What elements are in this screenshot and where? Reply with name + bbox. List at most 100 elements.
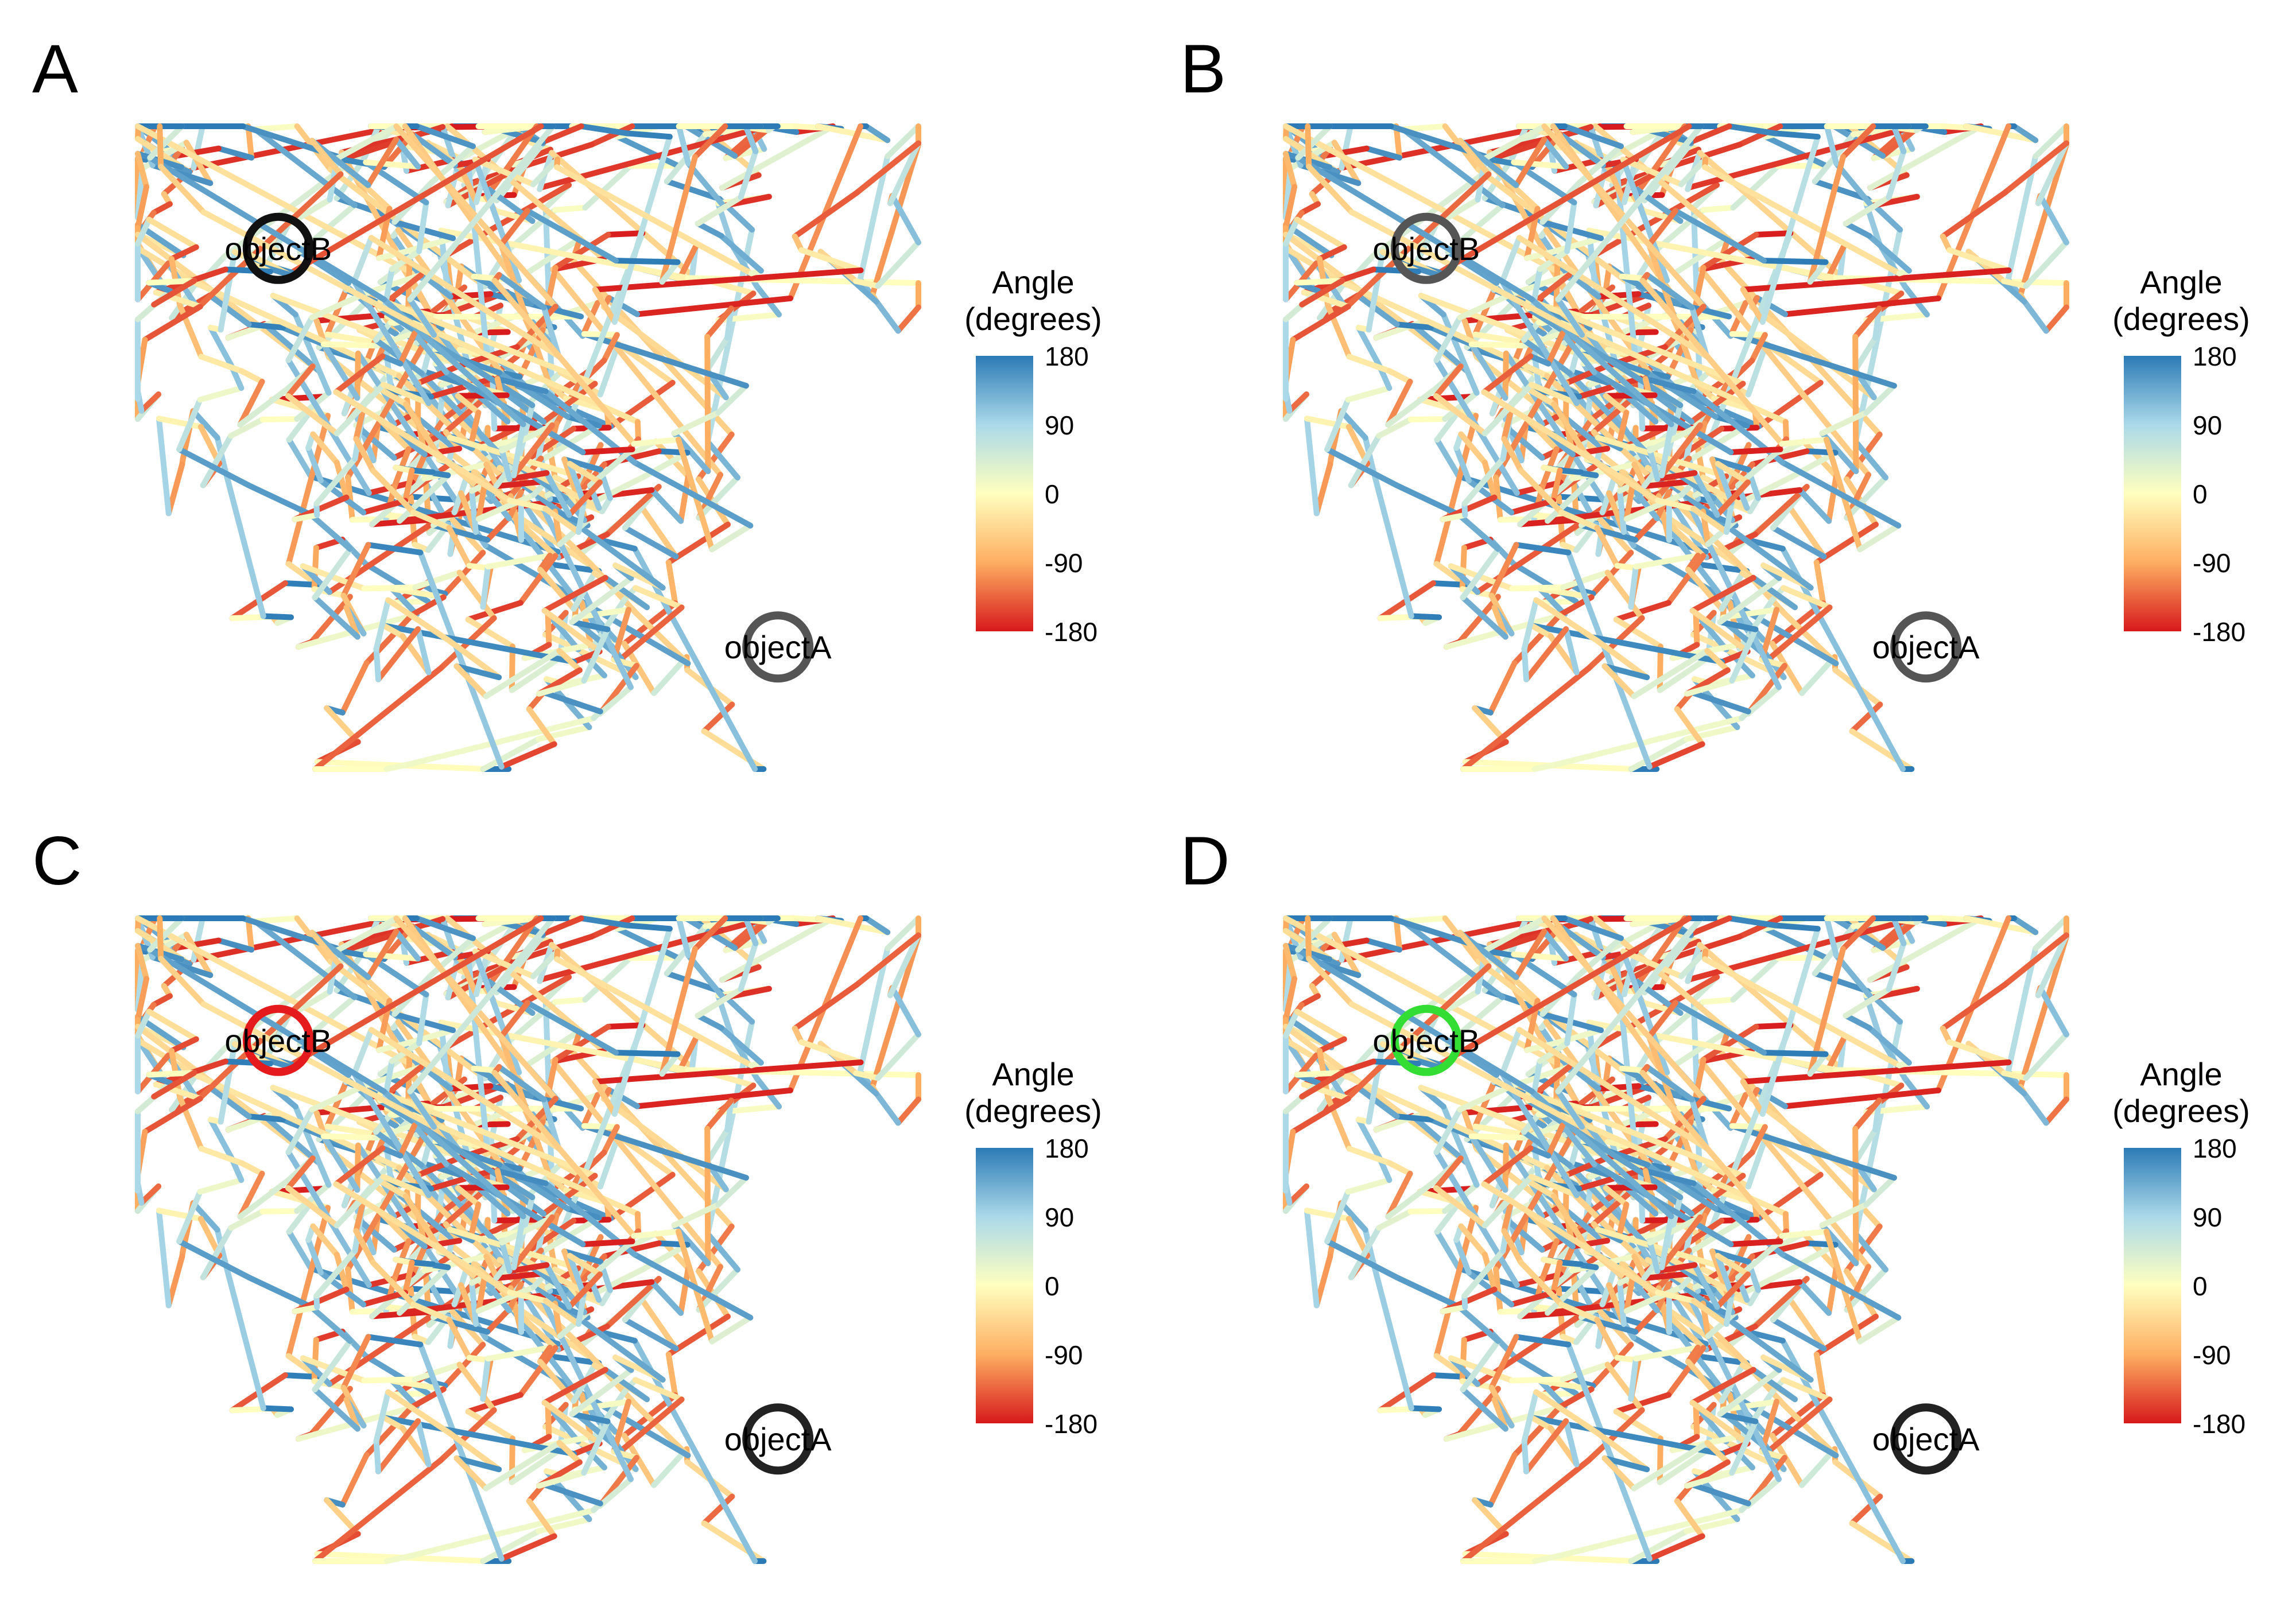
trajectory-segment [1509, 1376, 1566, 1384]
trajectory-segment [540, 123, 584, 145]
trajectory-segment [487, 1083, 584, 1112]
trajectory-segment [1824, 243, 1847, 282]
trajectory-segment [1654, 470, 1698, 482]
trajectory-segment [294, 390, 332, 422]
trajectory-segment [695, 220, 724, 239]
trajectory-segment [1521, 646, 1529, 682]
trajectory-segment [1299, 278, 1345, 308]
trajectory-segment [1304, 1208, 1320, 1309]
trajectory-segment [221, 1256, 266, 1411]
trajectory-segment [1702, 164, 1902, 277]
trajectory-segment [638, 1295, 679, 1352]
trajectory-segment [506, 470, 550, 482]
trajectory-segment [285, 1107, 315, 1155]
trajectory-segment [1529, 623, 1554, 639]
trajectory-segment [498, 1000, 530, 1040]
trajectory-segment [1772, 922, 1821, 932]
trajectory-segment [292, 312, 332, 396]
trajectory-segment [197, 1177, 245, 1195]
trajectory-segment [1545, 1122, 1566, 1159]
trajectory-segment [443, 369, 586, 455]
trajectory-segment [380, 382, 432, 406]
trajectory-segment [1537, 586, 1568, 618]
trajectory-segment [1488, 542, 1519, 599]
trajectory-segment [696, 432, 735, 482]
panel-letter: A [32, 30, 79, 107]
trajectory-segment [1692, 470, 1720, 518]
trajectory-segment [1740, 286, 1766, 325]
trajectory-segment [704, 1127, 731, 1165]
trajectory-segment [246, 482, 314, 518]
trajectory-segment [1759, 134, 1821, 325]
trajectory-segment [854, 932, 921, 988]
trajectory-segment [604, 484, 662, 538]
trajectory-segment [1723, 499, 1735, 535]
trajectory-segment [1286, 391, 1310, 414]
trajectory-segment [2002, 140, 2069, 196]
trajectory-segment [1548, 1027, 1604, 1047]
trajectory-segment [1690, 506, 1729, 535]
trajectory-segment [517, 1345, 559, 1398]
trajectory-segment [165, 1253, 185, 1309]
trajectory-segment [1762, 926, 1829, 961]
trajectory-segment [1779, 1251, 1902, 1321]
trajectory-segment [1513, 928, 1548, 980]
trajectory-segment [340, 1334, 371, 1391]
trajectory-segment [412, 569, 463, 591]
trajectory-segment [1689, 1096, 1710, 1151]
trajectory-segment [1493, 474, 1503, 523]
trajectory-segment [1472, 331, 1526, 346]
trajectory-segment [1826, 473, 1839, 524]
trajectory-segment [333, 389, 513, 503]
trajectory-segment [1499, 1027, 1522, 1077]
trajectory-segment [483, 1439, 563, 1492]
trajectory-segment [379, 353, 404, 367]
trajectory-segment [1786, 503, 1827, 560]
trajectory-segment [150, 201, 173, 216]
trajectory-segment [1414, 1013, 1440, 1057]
trajectory-segment [135, 184, 150, 231]
trajectory-segment [183, 139, 214, 187]
trajectory-segment [2037, 193, 2069, 246]
trajectory-segment [1770, 1317, 1827, 1352]
trajectory-segment [1338, 408, 1368, 441]
trajectory-segment [1386, 1160, 1413, 1177]
trajectory-segment [2043, 304, 2069, 334]
trajectory-segment [292, 512, 320, 522]
trajectory-segment [173, 145, 222, 159]
trajectory-segment [496, 271, 547, 310]
trajectory-segment [285, 315, 315, 363]
trajectory-segment [1631, 1439, 1711, 1492]
trajectory-segment [447, 638, 502, 681]
trajectory-segment [511, 421, 526, 479]
trajectory-segment [1513, 1334, 1572, 1348]
trajectory-segment [566, 1271, 603, 1310]
trajectory-segment [1460, 665, 1592, 772]
legend-title: Angle (degrees) [953, 264, 1114, 338]
trajectory-segment [1601, 1455, 1650, 1473]
trajectory-segment [292, 1104, 332, 1188]
trajectory-segment [1704, 1439, 1731, 1465]
trajectory-segment [1623, 1284, 1685, 1314]
trajectory-segment [1702, 956, 1902, 1069]
trajectory-segment [147, 946, 387, 1094]
trajectory-segment [373, 646, 381, 682]
trajectory-segment [695, 986, 744, 1019]
trajectory-segment [485, 553, 553, 570]
trajectory-segment [1369, 1256, 1414, 1411]
trajectory-segment [611, 134, 673, 325]
legend-tick-label: 180 [2193, 341, 2237, 371]
trajectory-segment [499, 422, 556, 454]
trajectory-segment [542, 506, 581, 535]
trajectory-segment [1781, 610, 1839, 666]
trajectory-segment [1442, 390, 1480, 422]
trajectory-segment [530, 948, 561, 980]
trajectory-segment [701, 1493, 735, 1527]
trajectory-segment [408, 715, 597, 767]
trajectory-segment [375, 626, 421, 682]
trajectory-segment [614, 926, 681, 961]
trajectory-segment [1555, 1088, 1585, 1130]
trajectory-segment [1717, 575, 1782, 625]
trajectory-segment [575, 499, 587, 535]
trajectory-segment [1665, 553, 1707, 606]
